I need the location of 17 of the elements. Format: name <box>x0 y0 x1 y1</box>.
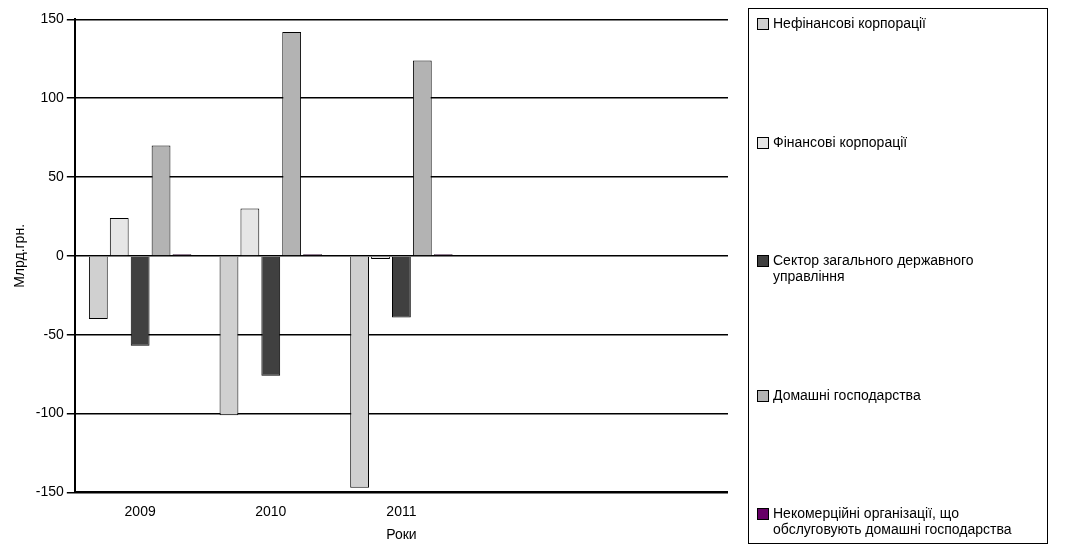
legend-label: Некомерційні організації, що обслуговують домашні господарства <box>773 505 1013 537</box>
y-tick-label: 50 <box>48 167 65 184</box>
legend-label: Сектор загального державного управління <box>773 252 975 284</box>
x-tick-label: 2009 <box>124 502 156 519</box>
y-axis-title: Млрд.грн. <box>11 223 28 288</box>
y-tick-label: -50 <box>43 325 65 342</box>
y-tick-label: 150 <box>40 10 65 27</box>
legend-label: Фінансові корпорації <box>773 133 908 150</box>
x-tick-label: 2011 <box>386 502 417 519</box>
y-tick-label: 100 <box>40 89 65 106</box>
x-axis-title: Роки <box>386 526 417 543</box>
legend-label: Нефінансові корпорації <box>773 15 926 31</box>
y-tick-label: -100 <box>35 404 65 421</box>
legend-label: Домашні господарства <box>773 386 921 403</box>
y-tick-label: 0 <box>56 246 65 263</box>
x-tick-label: 2010 <box>255 502 287 519</box>
y-tick-label: -150 <box>35 483 65 500</box>
